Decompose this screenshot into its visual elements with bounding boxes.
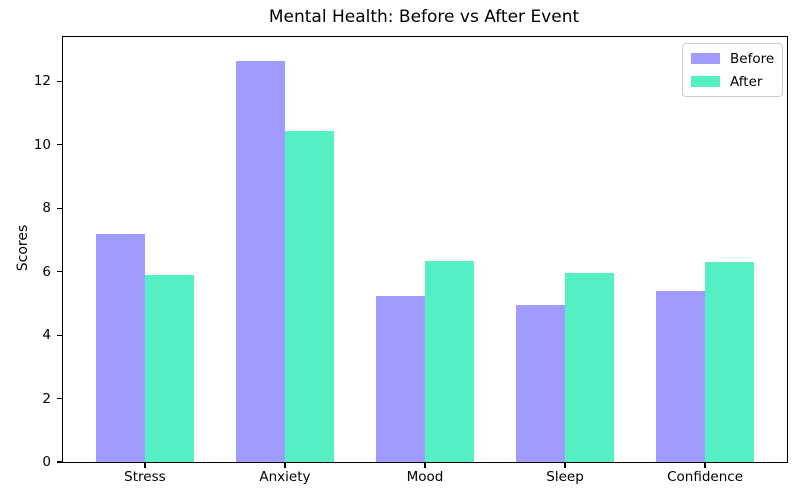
chart-title: Mental Health: Before vs After Event: [268, 7, 580, 27]
bar-before-confidence: [656, 290, 706, 462]
x-tick-mark: [564, 463, 566, 468]
y-tick-mark: [57, 334, 62, 336]
x-tick-label-mood: Mood: [406, 469, 444, 485]
y-tick-label: 8: [42, 200, 51, 217]
y-tick-label: 4: [42, 327, 51, 344]
x-tick-label-sleep: Sleep: [546, 469, 584, 485]
legend: Before After: [682, 43, 784, 97]
y-tick-mark: [57, 271, 62, 273]
bar-after-anxiety: [284, 130, 334, 462]
y-tick-label: 0: [42, 454, 51, 470]
bar-after-mood: [425, 260, 474, 462]
bar-before-sleep: [516, 305, 566, 462]
legend-swatch-after: [691, 76, 720, 87]
legend-item-after: After: [691, 72, 774, 91]
bar-before-anxiety: [235, 60, 285, 462]
y-tick-label: 12: [33, 73, 51, 90]
legend-swatch-before: [691, 53, 720, 64]
plot-area: Before After 0 2 4 6 8 10 12 Stress Anxiety Mood Sl…: [34, 36, 788, 484]
y-tick-label: 2: [42, 390, 51, 407]
y-tick-mark: [57, 144, 62, 146]
legend-item-before: Before: [691, 49, 774, 68]
legend-label-after: After: [730, 73, 763, 90]
y-tick-mark: [57, 461, 62, 463]
y-tick-label: 10: [33, 136, 51, 153]
y-tick-mark: [57, 207, 62, 209]
x-tick-label-stress: Stress: [124, 469, 166, 485]
legend-label-before: Before: [730, 50, 775, 67]
x-tick-mark: [424, 463, 426, 468]
y-tick-mark: [57, 80, 62, 82]
bar-after-sleep: [565, 273, 615, 462]
x-tick-label-confidence: Confidence: [667, 469, 744, 485]
x-tick-mark: [704, 463, 706, 468]
bar-before-mood: [375, 295, 425, 462]
x-tick-mark: [144, 463, 146, 468]
x-tick-label-anxiety: Anxiety: [259, 469, 311, 485]
y-tick-label: 6: [42, 263, 51, 280]
bar-after-confidence: [705, 262, 755, 462]
y-tick-mark: [57, 397, 62, 400]
x-tick-mark: [284, 463, 286, 468]
bar-before-stress: [95, 233, 145, 462]
bar-after-stress: [144, 274, 194, 462]
